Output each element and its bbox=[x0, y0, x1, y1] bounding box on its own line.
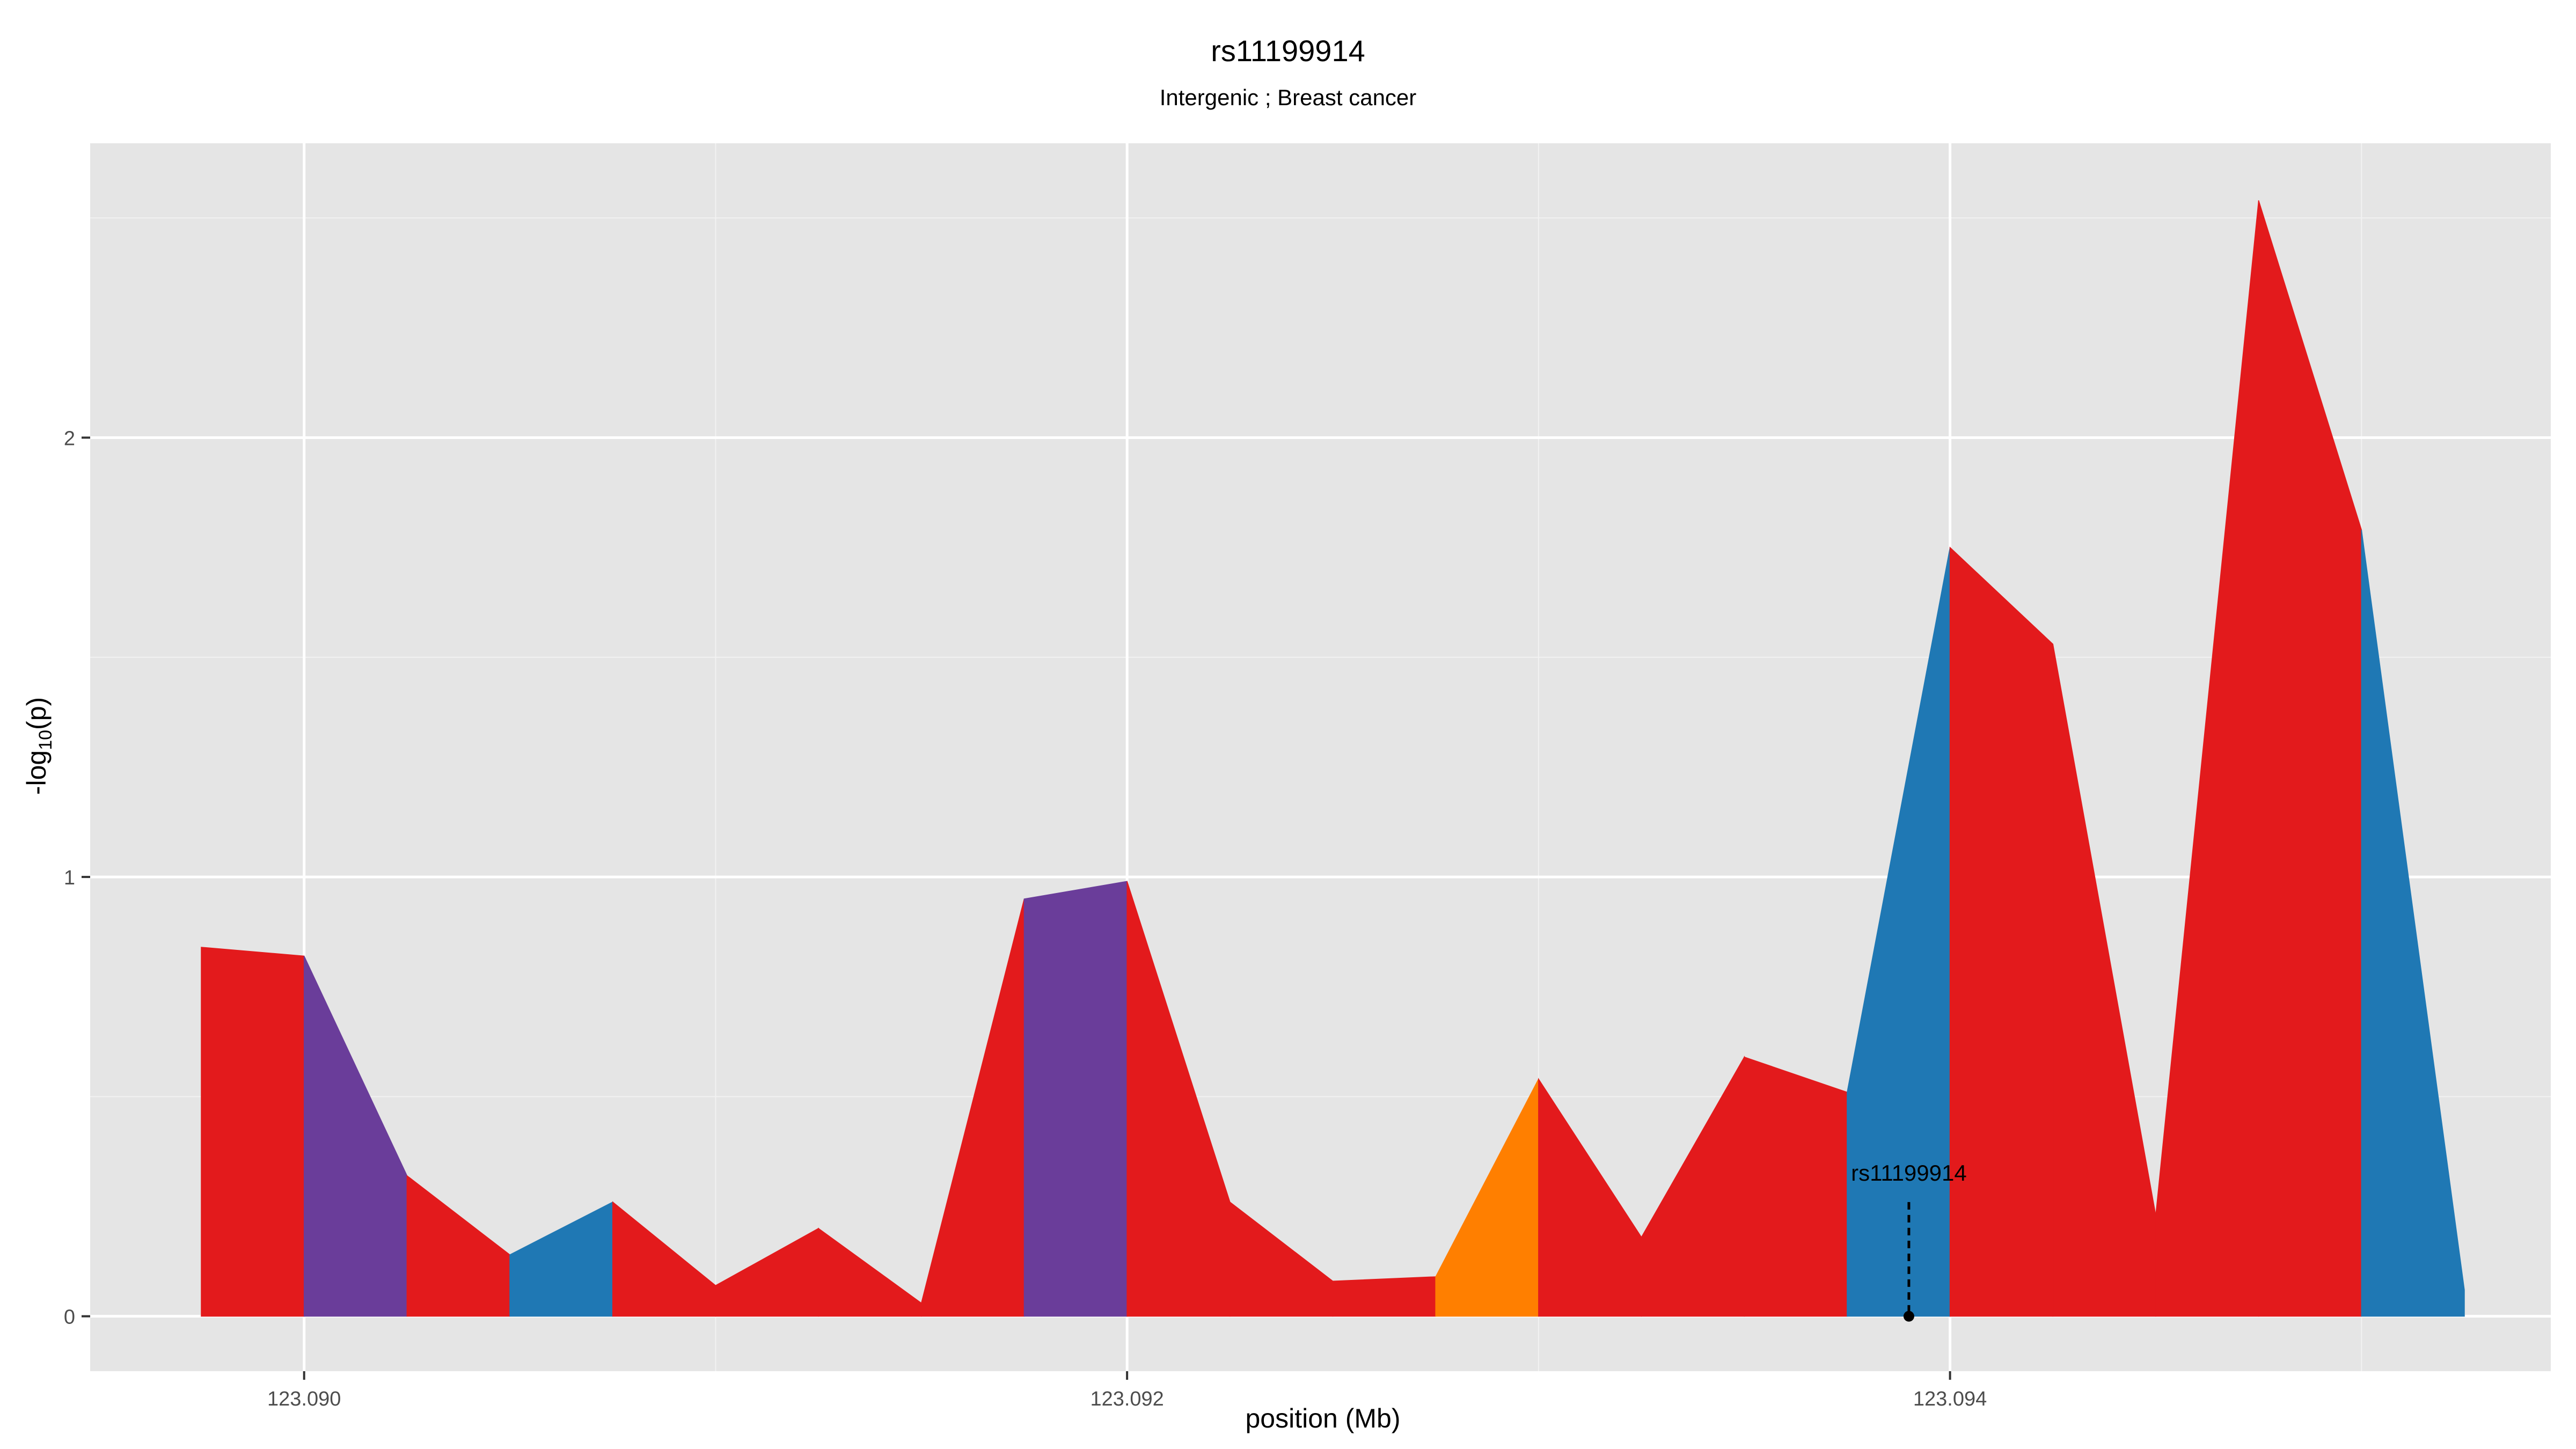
y-tick-label: 1 bbox=[64, 867, 75, 889]
snp-annotation: rs11199914 bbox=[1851, 1160, 1967, 1322]
y-label-suffix: (p) bbox=[21, 697, 52, 730]
chart-subtitle: Intergenic ; Breast cancer bbox=[1159, 85, 1417, 110]
annotation-point bbox=[1903, 1311, 1914, 1322]
area-segment bbox=[1949, 546, 2054, 1317]
x-axis: 123.090 123.092 123.094 bbox=[267, 1371, 1987, 1410]
chart-title: rs11199914 bbox=[1211, 34, 1365, 68]
area-segment bbox=[1023, 881, 1128, 1317]
x-tick-label: 123.092 bbox=[1090, 1388, 1163, 1410]
x-tick-label: 123.090 bbox=[267, 1388, 341, 1410]
area-segment bbox=[2361, 530, 2465, 1317]
area-segment bbox=[1332, 1276, 1436, 1317]
y-label-subscript: 10 bbox=[35, 729, 56, 750]
y-label-prefix: -log bbox=[21, 750, 52, 795]
area-segments bbox=[201, 200, 2465, 1317]
x-axis-label: position (Mb) bbox=[1245, 1403, 1401, 1433]
annotation-label: rs11199914 bbox=[1851, 1160, 1967, 1185]
x-tick-label: 123.094 bbox=[1913, 1388, 1987, 1410]
y-tick-label: 0 bbox=[64, 1306, 75, 1329]
area-segment bbox=[201, 947, 305, 1317]
y-axis-label: -log10(p) bbox=[21, 697, 56, 795]
y-tick-label: 2 bbox=[64, 427, 75, 450]
minor-gridlines bbox=[90, 143, 2551, 1371]
y-axis: 0 1 2 bbox=[64, 427, 90, 1329]
area-segment bbox=[1744, 1056, 1848, 1317]
